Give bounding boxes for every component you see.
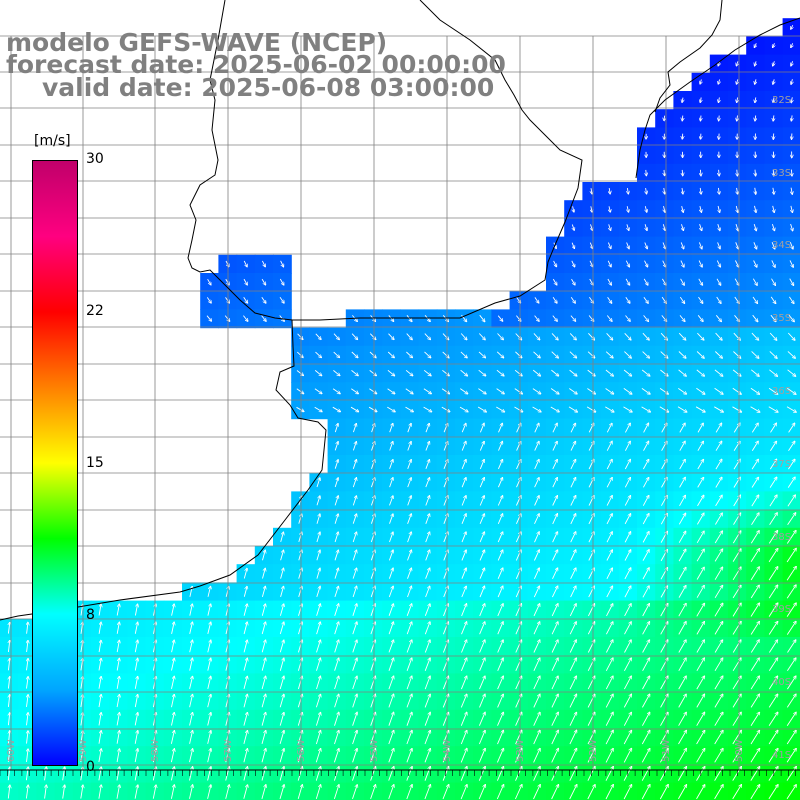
colorbar-unit: [m/s] [34,133,71,149]
wind-arrow [719,115,720,121]
field-cell [782,400,800,420]
lat-label: 33S [772,168,791,179]
lat-label: 37S [772,459,791,470]
wind-arrow [646,169,647,176]
lon-label: 54W [442,739,453,762]
colorbar-tick-22: 22 [86,303,104,319]
wind-arrow [664,169,665,176]
wind-arrow [755,169,756,176]
lon-label: 51W [661,739,672,762]
field-cell [782,782,800,800]
lon-label: 57W [223,739,234,762]
colorbar-tick-8: 8 [86,607,95,623]
lon-label: 50W [734,739,745,762]
field-cell [782,327,800,347]
colorbar-tick-0: 0 [86,759,95,775]
lat-label: 36S [772,386,791,397]
field-cell [782,364,800,383]
field-cell [782,218,800,238]
wind-arrow [664,115,665,121]
lat-label: 39S [772,604,791,615]
field-cell [782,291,800,310]
field-cell [782,345,800,365]
lat-label: 41S [772,750,791,761]
wind-arrow [700,115,701,121]
lon-label: 53W [515,739,526,762]
lat-label: 35S [772,313,791,324]
lon-label: 56W [296,739,307,762]
lat-label: 34S [772,240,791,251]
lon-label: 55W [369,739,380,762]
wind-arrow [682,115,683,121]
colorbar [32,160,78,766]
wind-speed-field [0,18,800,800]
wind-arrow [700,169,701,176]
lat-label: 38S [772,532,791,543]
field-cell [782,200,800,219]
title-valid-date: valid date: 2025-06-08 03:00:00 [42,73,495,102]
lon-label: 52W [588,739,599,762]
colorbar-tick-30: 30 [86,151,104,167]
lon-label: 58W [150,739,161,762]
wind-arrow [719,169,720,176]
lat-label: 40S [772,677,791,688]
wind-arrow [737,169,738,176]
field-cell [782,273,800,292]
lat-label: 32S [772,95,791,106]
field-cell [782,382,800,401]
wind-arrow [791,169,792,177]
field-cell [782,254,800,274]
wind-arrow [682,169,683,176]
lon-label: 60W [6,739,17,762]
colorbar-tick-15: 15 [86,455,104,471]
